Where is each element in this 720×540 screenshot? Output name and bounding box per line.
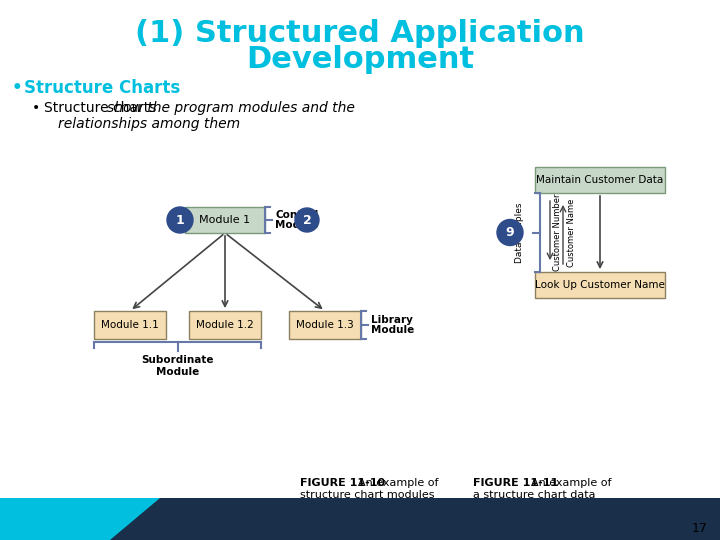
FancyBboxPatch shape: [94, 311, 166, 339]
Text: (1) Structured Application: (1) Structured Application: [135, 18, 585, 48]
Text: Module 1.1: Module 1.1: [101, 320, 159, 330]
Text: a structure chart data: a structure chart data: [473, 490, 595, 500]
Text: show the program modules and the: show the program modules and the: [107, 101, 355, 115]
Text: Module: Module: [275, 220, 318, 230]
FancyBboxPatch shape: [535, 167, 665, 193]
Text: Control: Control: [275, 210, 318, 220]
FancyBboxPatch shape: [289, 311, 361, 339]
Text: Customer Name: Customer Name: [567, 198, 577, 267]
Circle shape: [295, 208, 319, 232]
Polygon shape: [0, 498, 720, 540]
Text: Structure charts: Structure charts: [44, 101, 161, 115]
Text: •: •: [32, 101, 40, 115]
Text: Subordinate: Subordinate: [141, 355, 214, 365]
Text: structure chart modules: structure chart modules: [300, 490, 434, 500]
Text: Module 1.3: Module 1.3: [296, 320, 354, 330]
Text: An example of: An example of: [531, 478, 611, 488]
Text: FIGURE 11-10: FIGURE 11-10: [300, 478, 389, 488]
Text: Module: Module: [371, 325, 414, 335]
Text: Module 1: Module 1: [199, 215, 251, 225]
Text: Module: Module: [156, 367, 199, 377]
Text: Structure Charts: Structure Charts: [24, 79, 180, 97]
Text: 1: 1: [176, 213, 184, 226]
Text: Library: Library: [371, 315, 413, 325]
FancyBboxPatch shape: [535, 272, 665, 298]
Text: •: •: [12, 79, 22, 97]
Text: 2: 2: [302, 213, 311, 226]
Text: Look Up Customer Name: Look Up Customer Name: [535, 280, 665, 290]
FancyBboxPatch shape: [185, 207, 265, 233]
Text: Data Couples: Data Couples: [516, 202, 524, 263]
Text: 17: 17: [692, 522, 708, 535]
Text: Development: Development: [246, 45, 474, 75]
Text: Maintain Customer Data: Maintain Customer Data: [536, 175, 664, 185]
Circle shape: [167, 207, 193, 233]
FancyBboxPatch shape: [189, 311, 261, 339]
Circle shape: [497, 219, 523, 246]
Text: An example of: An example of: [358, 478, 438, 488]
Text: Customer Number: Customer Number: [554, 194, 562, 271]
Text: relationships among them: relationships among them: [58, 117, 240, 131]
Text: 9: 9: [505, 226, 514, 239]
Text: Module 1.2: Module 1.2: [196, 320, 254, 330]
Polygon shape: [0, 498, 160, 540]
Text: FIGURE 11-11: FIGURE 11-11: [473, 478, 562, 488]
